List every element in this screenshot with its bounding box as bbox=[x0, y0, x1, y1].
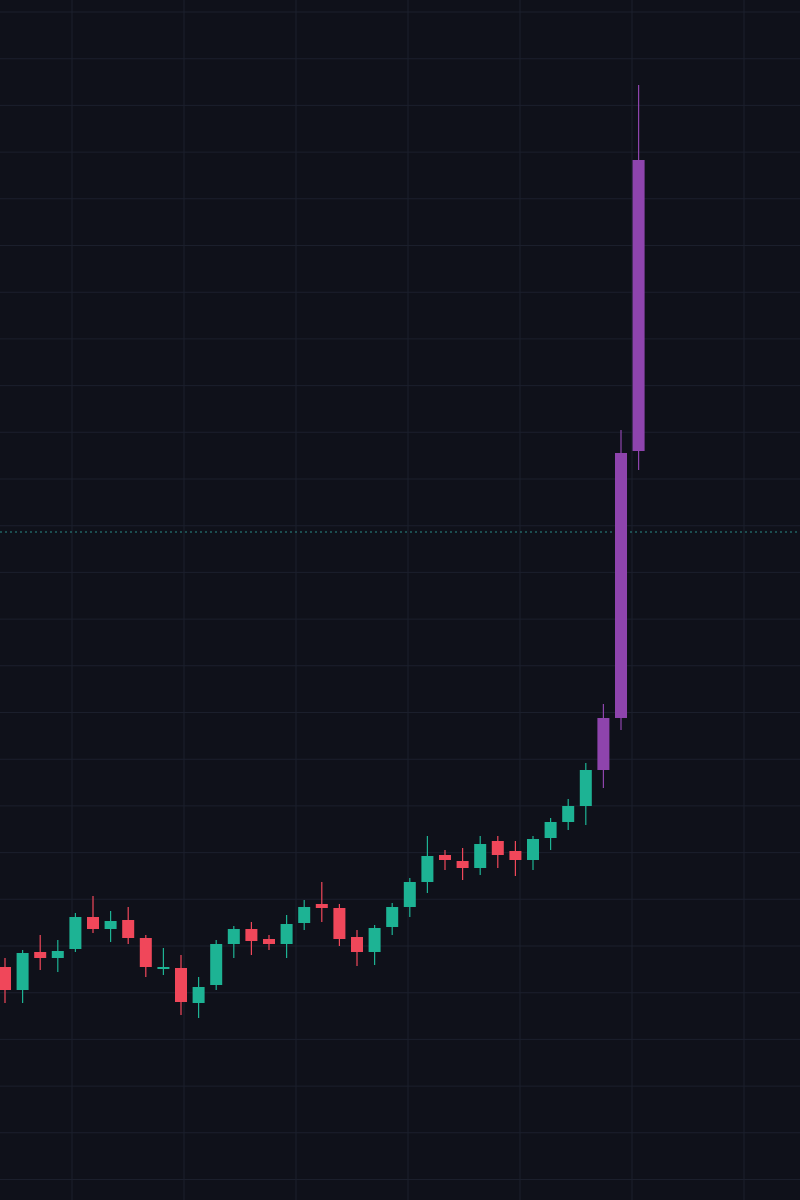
candle-body bbox=[122, 920, 135, 938]
candle-body bbox=[298, 907, 311, 923]
candle-body bbox=[139, 938, 152, 967]
candle-body bbox=[16, 953, 29, 990]
candle-body bbox=[280, 924, 293, 944]
candle-body bbox=[104, 921, 117, 929]
candle-body bbox=[51, 951, 64, 958]
candle-body bbox=[192, 987, 205, 1003]
candle-body bbox=[544, 822, 557, 838]
candle-body bbox=[175, 968, 187, 1002]
candle-body bbox=[0, 967, 11, 990]
candle-body bbox=[421, 856, 434, 882]
candle-body bbox=[562, 806, 575, 822]
candle-body bbox=[439, 855, 451, 860]
candle-body bbox=[87, 917, 99, 929]
candle-body bbox=[368, 928, 381, 952]
candle-body bbox=[34, 952, 47, 958]
candle-body bbox=[632, 160, 645, 451]
candle-body bbox=[69, 917, 82, 949]
candle-body bbox=[597, 718, 610, 770]
candle-body bbox=[263, 939, 275, 944]
candle-body bbox=[351, 937, 363, 952]
candle-body bbox=[157, 967, 170, 969]
candle-body bbox=[509, 851, 522, 860]
candle-body bbox=[227, 929, 240, 944]
candle-body bbox=[245, 929, 258, 941]
candle-body bbox=[210, 944, 223, 985]
candle-body bbox=[456, 861, 469, 868]
candle-body bbox=[491, 841, 504, 855]
candle-body bbox=[403, 882, 416, 907]
candle-body bbox=[386, 907, 399, 927]
candles bbox=[0, 85, 645, 1018]
candle-body bbox=[315, 904, 328, 908]
candle-body bbox=[333, 908, 346, 939]
candle-body bbox=[474, 844, 487, 868]
candle-body bbox=[615, 453, 627, 718]
candle-body bbox=[527, 839, 539, 860]
candle-body bbox=[579, 770, 592, 806]
